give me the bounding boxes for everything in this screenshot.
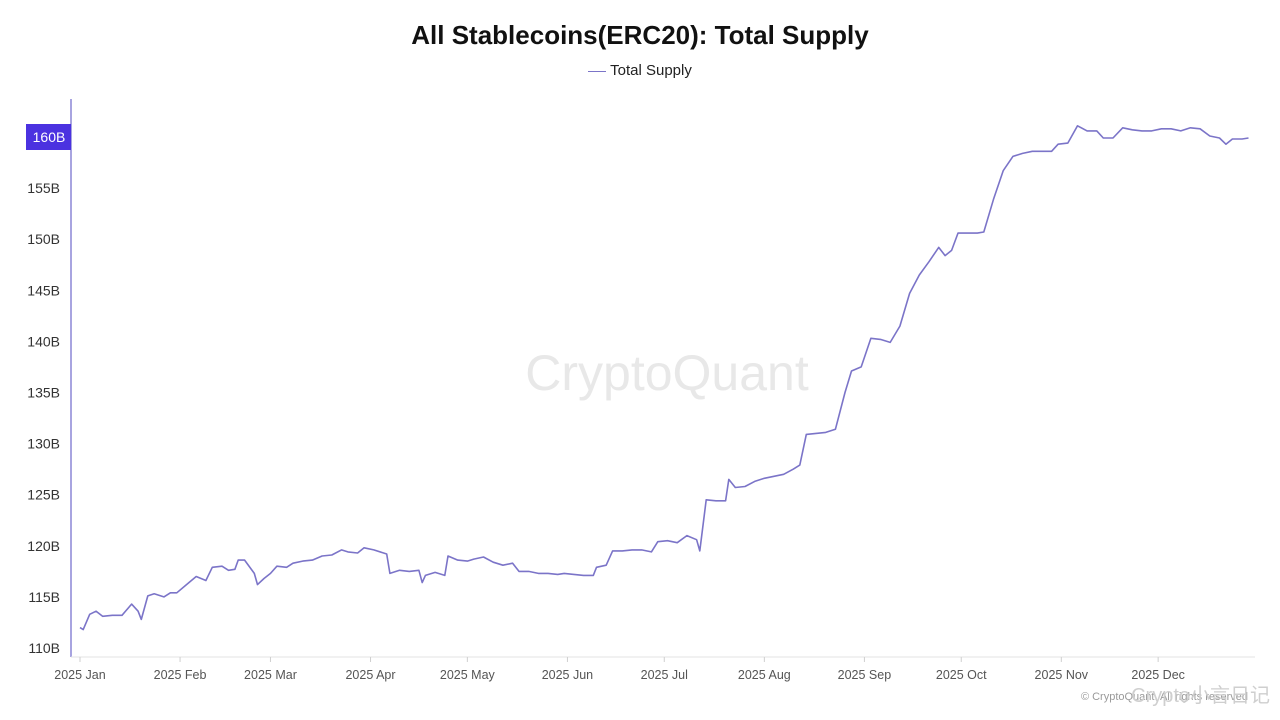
brand-watermark: Crypto小言日记	[1131, 684, 1270, 707]
y-tick-label: 135B	[27, 385, 60, 401]
series-group	[79, 125, 1249, 631]
x-tick-label: 2025 Sep	[838, 668, 892, 682]
x-tick-label: 2025 May	[440, 668, 496, 682]
x-tick-label: 2025 Feb	[154, 668, 207, 682]
y-tick-label: 115B	[28, 589, 60, 605]
copyright-note: © CryptoQuant. All rights reserved	[1081, 691, 1248, 703]
y-highlight-label: 160B	[33, 129, 66, 145]
legend-label: Total Supply	[610, 62, 692, 79]
y-tick-label: 130B	[27, 436, 60, 452]
y-tick-label: 110B	[28, 640, 60, 656]
watermark: CryptoQuant	[525, 345, 809, 401]
legend-swatch	[588, 70, 607, 72]
y-tick-label: 145B	[27, 282, 60, 298]
y-tick-label: 125B	[27, 487, 60, 503]
x-tick-label: 2025 Dec	[1131, 668, 1185, 682]
x-tick-label: 2025 Mar	[244, 668, 297, 682]
x-tick-label: 2025 Jan	[54, 668, 105, 682]
x-tick-label: 2025 Oct	[936, 668, 987, 682]
x-tick-label: 2025 Apr	[345, 668, 395, 682]
y-tick-label: 155B	[27, 180, 60, 196]
x-tick-label: 2025 Aug	[738, 668, 791, 682]
y-tick-label: 150B	[27, 231, 60, 247]
y-tick-label: 140B	[27, 333, 60, 349]
x-axis: 2025 Jan 2025 Feb 2025 Mar 2025 Apr 2025 May…	[54, 656, 1255, 682]
series-line-total-supply[interactable]	[79, 125, 1249, 631]
x-tick-label: 2025 Jul	[641, 668, 688, 682]
chart-legend[interactable]: Total Supply	[0, 62, 1280, 79]
y-highlight-box	[26, 124, 71, 150]
x-tick-label: 2025 Nov	[1035, 668, 1089, 682]
x-tick-label: 2025 Jun	[542, 668, 593, 682]
chart-title: All Stablecoins(ERC20): Total Supply	[411, 20, 869, 50]
y-tick-label: 120B	[27, 538, 60, 554]
y-axis: 110B 115B 120B 125B 130B 135B 140B 145B 150B 155B…	[26, 99, 72, 657]
